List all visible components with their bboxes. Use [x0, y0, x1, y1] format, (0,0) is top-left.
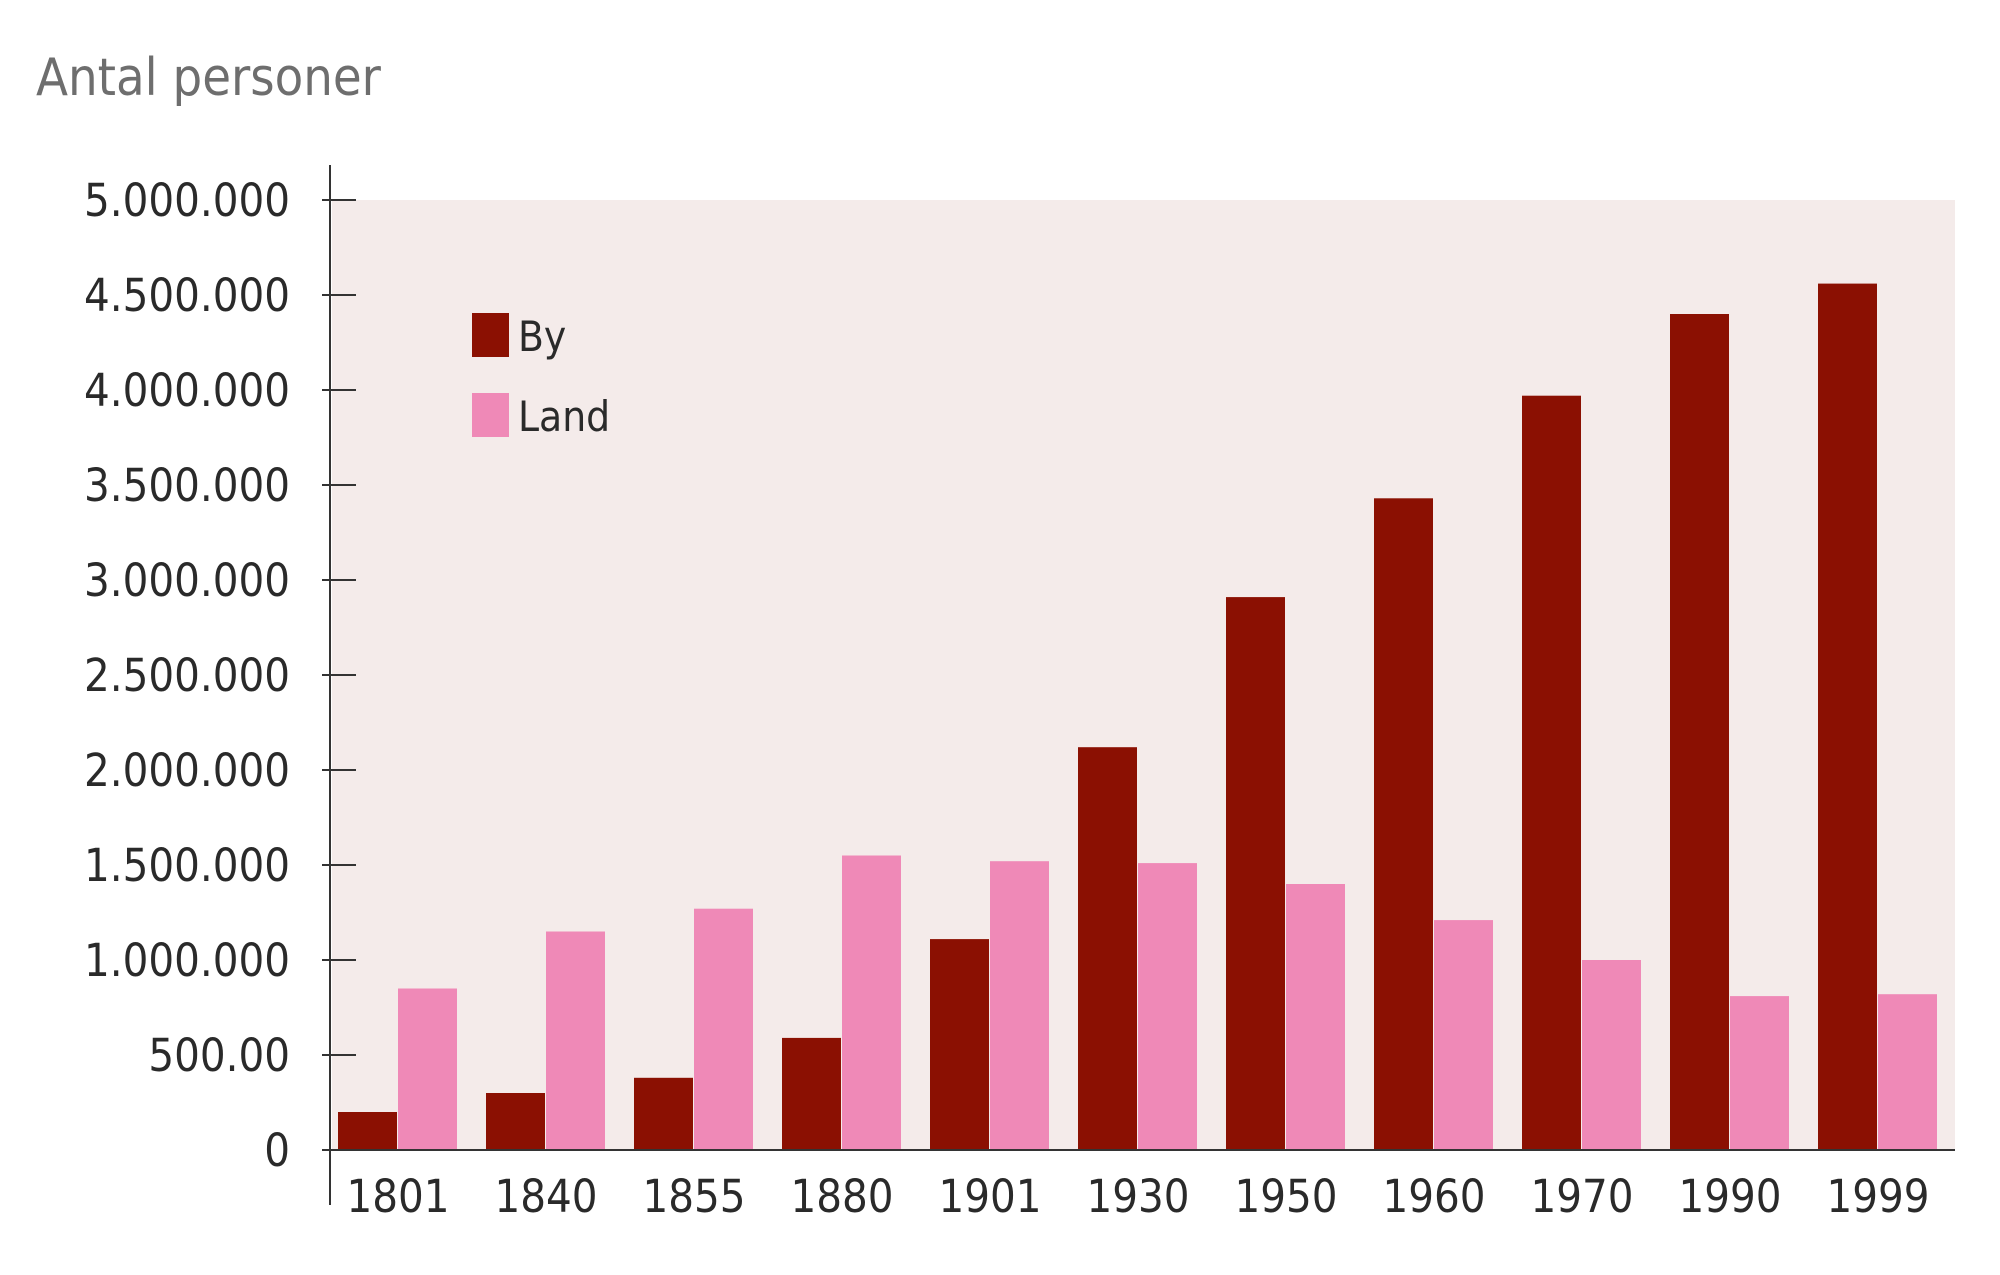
y-tick-label: 2.500.000	[84, 649, 290, 702]
bars-layer	[338, 283, 1937, 1151]
x-tick-label: 1901	[938, 1170, 1041, 1223]
legend-label-by: By	[518, 312, 566, 361]
x-tick-label: 1855	[642, 1170, 745, 1223]
bar-land-1970	[1582, 960, 1641, 1150]
x-tick-label: 1999	[1826, 1170, 1929, 1223]
bar-by-1801	[338, 1112, 397, 1150]
legend-swatch-by	[472, 313, 509, 357]
bar-land-1930	[1138, 863, 1197, 1150]
bar-land-1990	[1730, 996, 1789, 1150]
bar-land-1950	[1286, 884, 1345, 1150]
y-tick-label: 4.000.000	[84, 364, 290, 417]
x-tick-label: 1801	[346, 1170, 449, 1223]
y-tick-label: 1.500.000	[84, 839, 290, 892]
x-tick-label: 1950	[1234, 1170, 1337, 1223]
y-tick-label: 2.000.000	[84, 744, 290, 797]
y-tick-label: 3.500.000	[84, 459, 290, 512]
legend-label-land: Land	[518, 392, 610, 441]
y-tick-label: 5.000.000	[84, 174, 290, 227]
bar-by-1880	[782, 1037, 841, 1150]
bar-land-1855	[694, 908, 753, 1150]
bar-by-1950	[1226, 597, 1285, 1150]
y-axis: 0 500.00 1.000.000 1.500.000 2.000.000 2.500.…	[84, 165, 356, 1205]
x-tick-label: 1880	[790, 1170, 893, 1223]
y-axis-title: Antal personer	[36, 48, 382, 108]
x-axis: 1801 1840 1855 1880 1901 1930 1950 1960 1970 1990…	[330, 1149, 1955, 1223]
y-tick-label: 1.000.000	[84, 934, 290, 987]
bar-land-1999	[1878, 994, 1937, 1150]
bar-by-1990	[1670, 314, 1729, 1150]
bar-land-1960	[1434, 920, 1493, 1150]
bar-by-1930	[1078, 747, 1137, 1150]
bar-land-1880	[842, 855, 901, 1150]
y-tick-label: 3.000.000	[84, 554, 290, 607]
bar-land-1801	[398, 988, 457, 1150]
x-tick-label: 1970	[1530, 1170, 1633, 1223]
bar-by-1999	[1818, 283, 1877, 1151]
bar-land-1901	[990, 861, 1049, 1150]
x-tick-label: 1960	[1382, 1170, 1485, 1223]
bar-by-1855	[634, 1077, 693, 1150]
x-tick-label: 1930	[1086, 1170, 1189, 1223]
legend-swatch-land	[472, 393, 509, 437]
legend: By Land	[472, 312, 610, 441]
bar-by-1970	[1522, 395, 1581, 1150]
bar-by-1840	[486, 1093, 545, 1150]
bar-by-1960	[1374, 498, 1433, 1150]
y-tick-label: 500.00	[148, 1029, 290, 1082]
y-tick-label: 4.500.000	[84, 269, 290, 322]
bar-by-1901	[930, 939, 989, 1150]
bar-land-1840	[546, 931, 605, 1150]
y-tick-label: 0	[264, 1124, 290, 1177]
x-tick-label: 1990	[1678, 1170, 1781, 1223]
x-tick-label: 1840	[494, 1170, 597, 1223]
